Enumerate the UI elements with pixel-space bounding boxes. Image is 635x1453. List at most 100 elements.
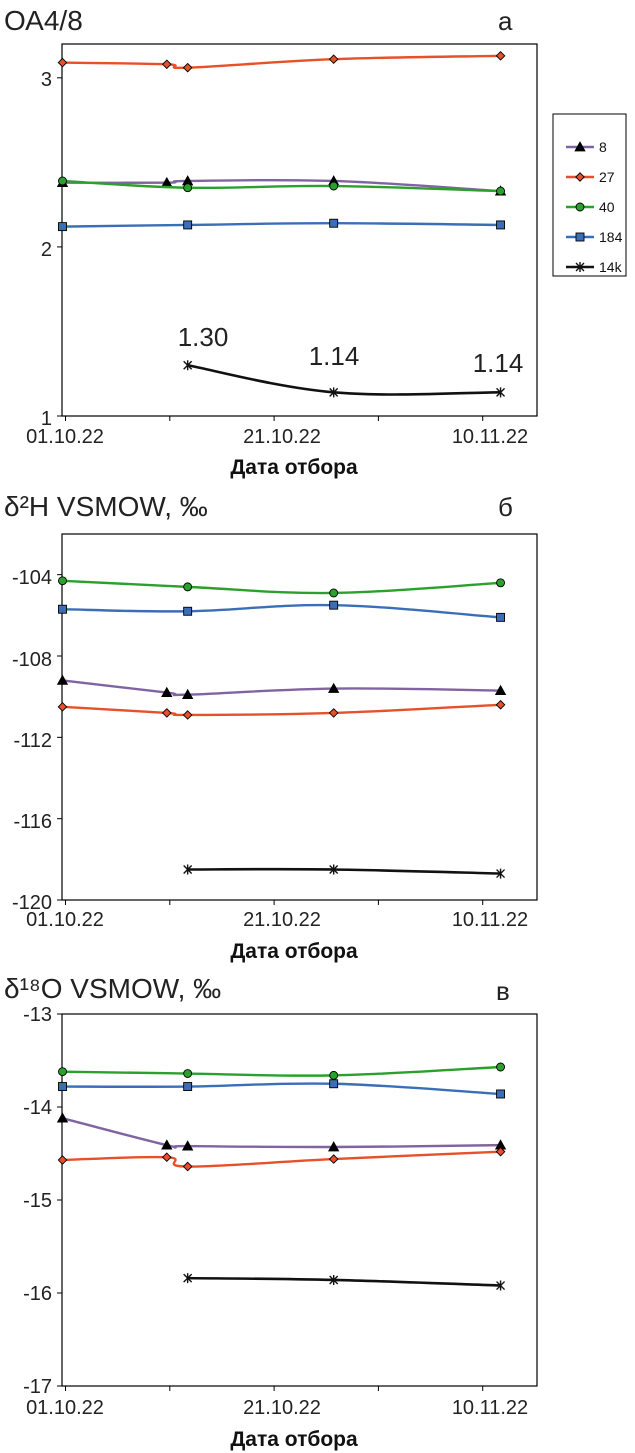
data-point-14k bbox=[496, 1280, 506, 1291]
series-184 bbox=[58, 1079, 506, 1099]
series-line-40 bbox=[62, 579, 501, 595]
legend-swatch-40 bbox=[566, 202, 594, 212]
data-point-27 bbox=[161, 708, 172, 718]
data-point-184 bbox=[183, 220, 193, 230]
data-point-40 bbox=[329, 181, 339, 191]
x-tick-label: 10.11.22 bbox=[452, 909, 528, 931]
data-point-27 bbox=[161, 1152, 172, 1163]
data-point-40 bbox=[496, 1062, 506, 1072]
data-point-legend-8 bbox=[574, 141, 586, 152]
data-point-40 bbox=[496, 186, 506, 196]
data-point-14k bbox=[496, 868, 506, 879]
plot-frame bbox=[61, 43, 538, 417]
data-point-184 bbox=[329, 1079, 339, 1089]
data-point-184 bbox=[496, 612, 506, 622]
data-point-8 bbox=[181, 688, 194, 700]
data-point-14k bbox=[183, 360, 193, 371]
data-point-14k bbox=[183, 864, 193, 875]
data-point-40 bbox=[183, 1069, 193, 1078]
data-point-184 bbox=[58, 222, 67, 232]
data-point-8 bbox=[328, 682, 340, 693]
y-tick-label: -15 bbox=[23, 1190, 52, 1212]
data-point-184 bbox=[329, 218, 339, 228]
panel-a-title: ОА4/8 bbox=[4, 5, 83, 36]
series-line-27 bbox=[62, 1150, 501, 1168]
tick-marks bbox=[57, 574, 484, 905]
data-point-legend-14k bbox=[575, 262, 585, 272]
y-tick-label: -120 bbox=[12, 892, 52, 914]
series-line-8 bbox=[62, 679, 501, 697]
series-27 bbox=[57, 699, 506, 720]
y-tick-label: -108 bbox=[12, 649, 52, 671]
data-point-184 bbox=[496, 1089, 506, 1099]
data-point-27 bbox=[57, 57, 68, 68]
x-tick-label: 10.11.22 bbox=[452, 426, 528, 448]
data-point-40 bbox=[183, 582, 193, 592]
series-27 bbox=[57, 1146, 506, 1172]
data-point-14k bbox=[329, 1274, 339, 1285]
y-tick-label: -17 bbox=[23, 1376, 52, 1398]
data-point-8 bbox=[56, 1112, 69, 1123]
data-point-27 bbox=[57, 1155, 68, 1165]
data-point-27 bbox=[328, 54, 339, 65]
data-point-14k bbox=[329, 864, 339, 875]
data-point-8 bbox=[494, 684, 507, 695]
x-tick-label: 01.10.22 bbox=[26, 426, 104, 448]
series-layer bbox=[56, 1062, 507, 1291]
y-tick-label: -14 bbox=[23, 1097, 52, 1119]
x-tick-label: 10.11.22 bbox=[452, 1397, 528, 1419]
tick-marks bbox=[57, 1013, 484, 1391]
data-point-27 bbox=[182, 62, 193, 73]
series-14k bbox=[183, 1273, 506, 1291]
series-14k bbox=[183, 864, 506, 879]
series-40 bbox=[58, 576, 506, 598]
series-line-40 bbox=[62, 1065, 501, 1077]
data-point-27 bbox=[495, 1146, 506, 1157]
data-point-184 bbox=[183, 1082, 193, 1091]
data-point-40 bbox=[183, 183, 193, 193]
series-line-40 bbox=[62, 179, 501, 193]
legend-label-184: 184 bbox=[599, 229, 623, 245]
data-point-40 bbox=[58, 176, 67, 186]
y-tick-label: -13 bbox=[23, 1004, 52, 1026]
data-point-8 bbox=[181, 1140, 194, 1151]
y-tick-label: 1 bbox=[41, 408, 52, 430]
data-point-40 bbox=[329, 588, 339, 598]
data-label-14k: 1.14 bbox=[473, 348, 524, 378]
data-point-184 bbox=[58, 1082, 67, 1091]
data-point-184 bbox=[183, 606, 193, 616]
panel-b-letter: б bbox=[498, 492, 513, 522]
panel-a-letter: а bbox=[498, 6, 513, 36]
data-point-40 bbox=[329, 1070, 339, 1080]
plot-frame bbox=[61, 533, 538, 901]
series-line-184 bbox=[62, 603, 501, 619]
data-point-40 bbox=[496, 578, 506, 588]
data-point-40 bbox=[58, 576, 67, 586]
data-point-27 bbox=[57, 701, 68, 712]
data-point-184 bbox=[496, 220, 506, 230]
y-tick-label: 2 bbox=[41, 239, 52, 261]
data-point-14k bbox=[183, 1273, 193, 1284]
panel-b: δ²H VSMOW, ‰ б -104 -108 -112 -116 -120 … bbox=[4, 491, 538, 963]
data-point-27 bbox=[328, 708, 339, 718]
tick-marks bbox=[57, 77, 484, 421]
x-axis-title: Дата отбора bbox=[230, 940, 358, 963]
data-point-legend-40 bbox=[575, 202, 585, 212]
legend-swatch-184 bbox=[566, 232, 594, 242]
series-184 bbox=[58, 218, 506, 232]
series-line-184 bbox=[62, 1082, 501, 1096]
series-line-8 bbox=[62, 178, 501, 193]
data-point-8 bbox=[56, 674, 69, 685]
data-point-27 bbox=[182, 710, 193, 720]
y-tick-label: -112 bbox=[13, 730, 52, 752]
x-axis-title: Дата отбора bbox=[230, 456, 358, 479]
legend-label-8: 8 bbox=[599, 139, 607, 155]
data-point-184 bbox=[58, 604, 67, 614]
series-line-27 bbox=[62, 54, 501, 70]
data-point-27 bbox=[495, 699, 506, 710]
series-184 bbox=[58, 600, 506, 622]
series-40 bbox=[58, 1062, 506, 1080]
series-line-27 bbox=[62, 703, 501, 717]
data-point-8 bbox=[328, 1141, 340, 1152]
